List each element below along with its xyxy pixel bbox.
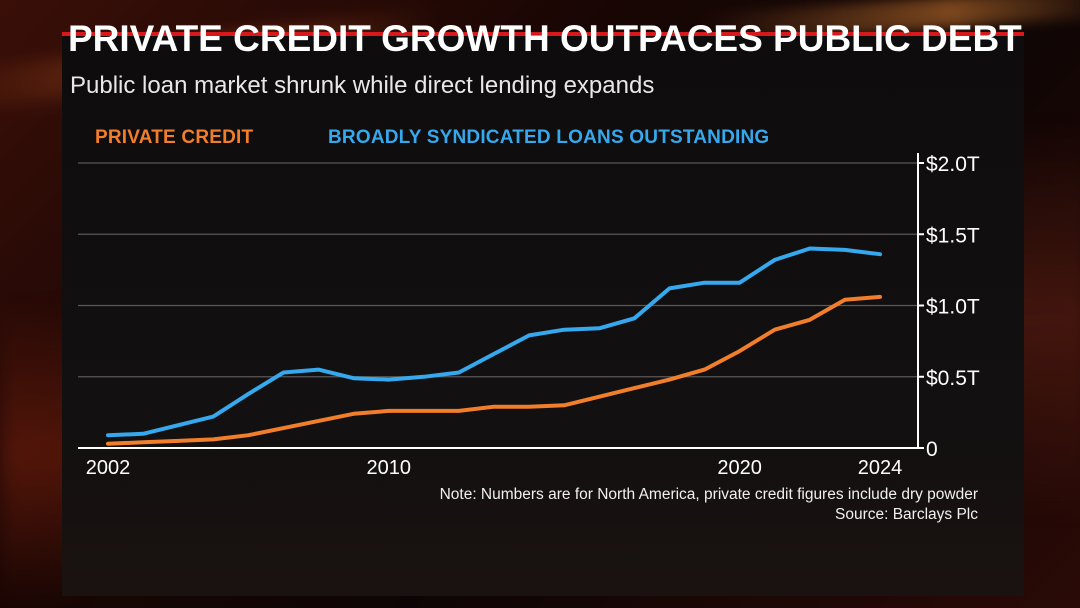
- y-tick-label: 0: [926, 438, 938, 461]
- y-tick-label: $0.5T: [926, 367, 980, 390]
- legend-private-credit: PRIVATE CREDIT: [95, 127, 254, 148]
- chart-panel: [62, 32, 1024, 596]
- series-line-private-credit: [106, 294, 882, 446]
- x-tick-label: 2024: [858, 457, 903, 479]
- y-tick-label: $2.0T: [926, 153, 980, 176]
- x-tick-label: 2002: [86, 457, 131, 479]
- legend-broadly-syndicated-loans: BROADLY SYNDICATED LOANS OUTSTANDING: [328, 127, 770, 148]
- chart-title: PRIVATE CREDIT GROWTH OUTPACES PUBLIC DE…: [68, 18, 1022, 59]
- chart-source: Source: Barclays Plc: [835, 506, 978, 523]
- chart-note: Note: Numbers are for North America, pri…: [439, 486, 978, 503]
- x-tick-label: 2010: [366, 457, 411, 479]
- x-tick-label: 2020: [717, 457, 762, 479]
- y-tick-label: $1.0T: [926, 296, 980, 319]
- y-tick-label: $1.5T: [926, 224, 980, 247]
- chart-subtitle: Public loan market shrunk while direct l…: [70, 72, 655, 99]
